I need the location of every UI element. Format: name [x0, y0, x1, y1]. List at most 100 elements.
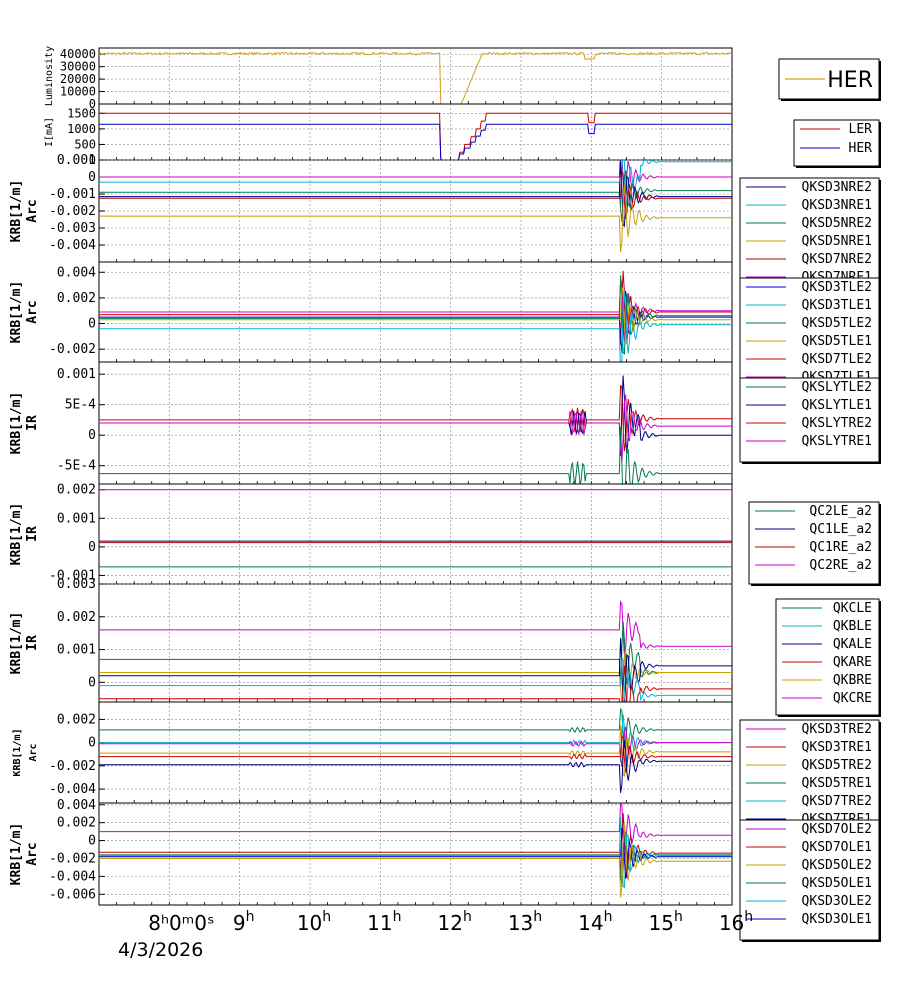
y-tick-label: -5E-4 [57, 459, 96, 474]
x-tick-label: 11h [367, 909, 401, 935]
y-tick-label: 40000 [60, 47, 96, 61]
series-line [99, 375, 732, 456]
legend-label: QKSD5OLE1 [802, 876, 872, 891]
panel-frame [98, 47, 733, 105]
series-line [99, 394, 732, 462]
y-tick-label: 0.002 [57, 291, 96, 306]
series-line [99, 184, 732, 253]
series-line [99, 600, 732, 655]
legend-label: QKSD3OLE1 [802, 912, 872, 927]
y-axis-label: Luminosity [44, 46, 55, 106]
y-axis-label: KRB[1/m] [12, 728, 23, 776]
x-tick-label: 13h [508, 909, 542, 935]
legend: QKSD3NRE2 QKSD3NRE1 QKSD5NRE2 QKSD5NRE1 QKSD… [739, 177, 881, 292]
y-tick-label: 0 [88, 540, 96, 555]
panel-arc4: 0.004 0.002 0 -0.002 -0.004 -0.006 KRB[1/m] Arc… [9, 798, 881, 942]
legend: QKSD3TRE2 QKSD3TRE1 QKSD5TRE2 QKSD5TRE1 QKSD… [739, 719, 881, 834]
y-tick-label: 0 [89, 97, 96, 111]
y-tick-label: 0.003 [57, 577, 96, 592]
y-axis-label: KRB[1/m] [9, 180, 24, 243]
series-line [99, 51, 732, 104]
y-tick-label: 0.001 [57, 643, 96, 658]
y-axis-label-2: Arc [25, 842, 40, 865]
series-line [99, 275, 732, 356]
legend-label: QKSLYTLE1 [802, 398, 872, 413]
legend-label: QKARE [833, 655, 872, 670]
y-tick-label: 0.004 [57, 798, 96, 813]
x-tick-label: 9h [233, 909, 255, 935]
series-line [99, 123, 732, 160]
y-tick-label: 0.004 [57, 265, 96, 280]
series-line [99, 726, 732, 768]
y-tick-label: 0.001 [57, 367, 96, 382]
series-line [99, 160, 732, 208]
y-tick-label: -0.001 [49, 187, 96, 202]
y-axis-label-2: Arc [28, 743, 39, 761]
panel-frame [98, 483, 733, 585]
legend-label: QKCLE [833, 601, 872, 616]
legend: QKCLE QKBLE QKALE QKARE QKBRE QKCRE [775, 598, 881, 717]
legend: QKSD3TLE2 QKSD3TLE1 QKSD5TLE2 QKSD5TLE1 QKSD… [739, 277, 881, 392]
legend-label: QKSLYTRE2 [802, 416, 872, 431]
x-tick-label: 14h [578, 909, 612, 935]
y-axis-label-2: Arc [25, 199, 40, 222]
y-tick-label: 0.002 [57, 712, 96, 727]
series-line [99, 827, 732, 879]
y-tick-label: 0.002 [57, 483, 96, 498]
x-tick-label: 8ʰ0ᵐ0ˢ [148, 911, 214, 935]
x-tick-label: 12h [438, 909, 472, 935]
y-axis-label: KRB[1/m] [9, 612, 24, 675]
series-line [99, 824, 732, 898]
legend-label: QKSD3TRE2 [802, 722, 872, 737]
panel-frame [98, 103, 733, 161]
legend-label: QKSD5OLE2 [802, 858, 872, 873]
legend-label: QKSD3OLE2 [802, 894, 872, 909]
series-group [99, 375, 732, 484]
legend-label: QKSD7OLE1 [802, 840, 872, 855]
legend-label: QKSD5TRE1 [802, 776, 872, 791]
y-tick-label: -0.002 [49, 759, 96, 774]
y-tick-label: 0 [88, 317, 96, 332]
legend-label: QKSD7NRE2 [802, 252, 872, 267]
y-tick-label: 0 [88, 736, 96, 751]
series-line [99, 426, 732, 484]
legend-label: QKSD3TLE2 [802, 280, 872, 295]
legend-box [739, 277, 880, 391]
series-group [99, 489, 732, 568]
series-line [99, 290, 732, 362]
legend: LER HER [793, 119, 881, 168]
y-axis-label-2: IR [25, 415, 40, 431]
legend-label: QKSD5NRE2 [802, 216, 872, 231]
legend-label: QKSD5NRE1 [802, 234, 872, 249]
x-tick-label: 10h [297, 909, 331, 935]
y-tick-label: -0.002 [49, 342, 96, 357]
y-tick-label: 0 [88, 675, 96, 690]
legend-label: QKSD5TRE2 [802, 758, 872, 773]
legend-box [739, 177, 880, 291]
x-axis-date: 4/3/2026 [118, 939, 203, 961]
series-line [99, 817, 732, 889]
y-tick-label: 0.001 [57, 153, 96, 168]
series-group [99, 160, 732, 253]
y-axis-label: KRB[1/m] [9, 823, 24, 886]
legend-label: QC2LE_a2 [809, 504, 872, 519]
y-tick-label: -0.006 [49, 887, 96, 902]
y-tick-label: 5E-4 [65, 398, 96, 413]
y-axis-label: KRB[1/m] [9, 503, 24, 566]
y-tick-label: 0.002 [57, 610, 96, 625]
legend-label: QKSD7TRE2 [802, 794, 872, 809]
legend-box [739, 819, 880, 941]
y-tick-label: -0.004 [49, 238, 96, 253]
y-tick-label: 10000 [60, 85, 96, 99]
y-axis-label-2: Arc [25, 300, 40, 323]
series-line [99, 160, 732, 228]
y-tick-label: 30000 [60, 60, 96, 74]
legend-label: QKSD5TLE1 [802, 334, 872, 349]
y-tick-label: -0.002 [49, 204, 96, 219]
series-group [99, 270, 732, 362]
series-group [99, 803, 732, 898]
y-tick-label: 0 [88, 170, 96, 185]
